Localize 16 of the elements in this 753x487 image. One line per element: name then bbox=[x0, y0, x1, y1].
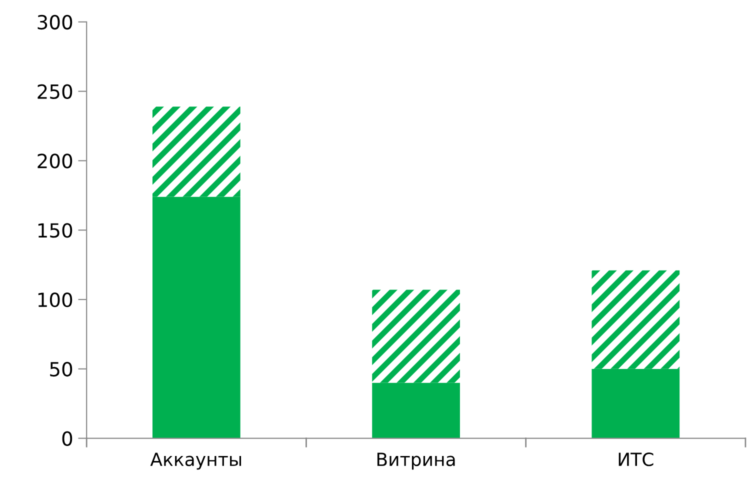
bar bbox=[372, 290, 460, 383]
y-tick-label: 300 bbox=[38, 14, 72, 30]
x-tick-label: ИТС bbox=[618, 452, 654, 466]
bar bbox=[592, 270, 680, 369]
y-tick-label: 150 bbox=[38, 223, 72, 238]
x-tick-label: Витрина bbox=[377, 452, 455, 470]
bar bbox=[152, 106, 240, 197]
bar bbox=[152, 196, 240, 438]
y-tick-label: 100 bbox=[38, 292, 72, 308]
bar bbox=[372, 382, 460, 438]
y-tick-label: 50 bbox=[50, 362, 72, 377]
bar bbox=[592, 368, 680, 438]
y-tick-label: 250 bbox=[38, 84, 72, 99]
x-tick-label: Аккаунты bbox=[150, 452, 242, 470]
y-tick-label: 0 bbox=[62, 431, 72, 446]
y-tick-label: 200 bbox=[38, 154, 72, 168]
